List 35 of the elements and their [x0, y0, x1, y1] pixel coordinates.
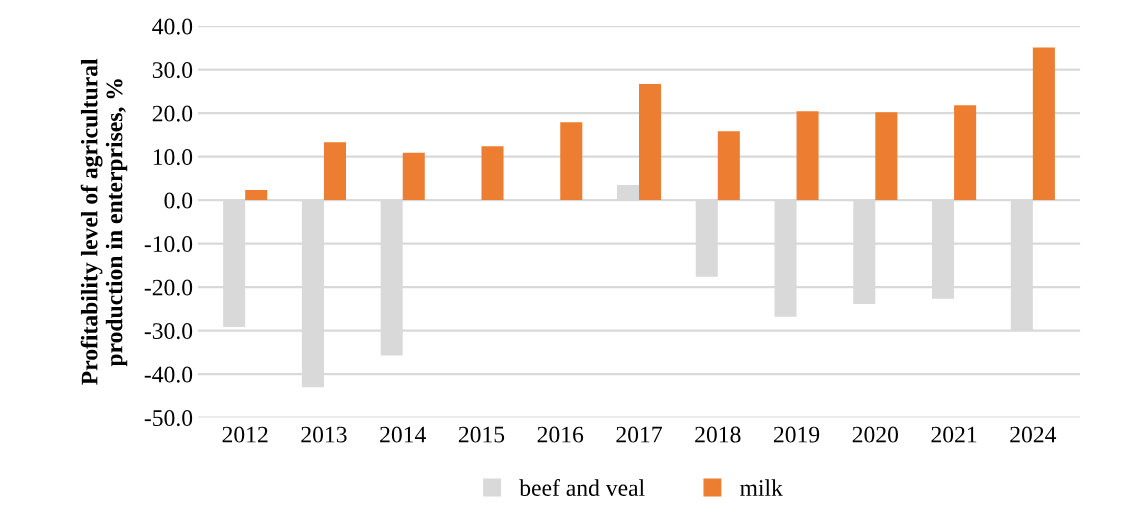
y-tick-label: -40.0 [144, 366, 193, 383]
x-tick-label: 2020 [852, 426, 899, 443]
x-tick-label: 2015 [458, 426, 505, 443]
y-tick-label: 30.0 [152, 62, 193, 79]
bar [1032, 47, 1055, 201]
bar [481, 146, 504, 201]
y-tick-label: 40.0 [152, 18, 193, 35]
x-tick-label: 2019 [773, 426, 820, 443]
x-tick-label: 2012 [222, 426, 268, 443]
y-tick-label: 10.0 [153, 149, 193, 166]
y-tick-label: -50.0 [144, 410, 193, 427]
x-tick-label: 2016 [537, 426, 584, 443]
bar [954, 105, 977, 201]
y-tick-label: -20.0 [144, 279, 193, 296]
y-tick-label: -10.0 [144, 236, 193, 253]
legend-label: milk [740, 479, 783, 496]
y-tick-label: 20.0 [152, 105, 193, 122]
bar [560, 122, 583, 201]
x-tick-label: 2018 [695, 426, 741, 443]
x-tick-label: 2013 [301, 426, 347, 443]
bar [796, 111, 819, 201]
bar [245, 190, 268, 201]
bar [875, 112, 898, 201]
x-tick-label: 2021 [931, 426, 977, 443]
y-tick-label: 0.0 [164, 192, 193, 209]
legend-label: beef and veal [519, 479, 645, 496]
x-tick-label: 2024 [1010, 426, 1057, 443]
x-tick-label: 2014 [380, 426, 426, 443]
bar [323, 142, 347, 201]
bar [639, 83, 662, 201]
y-axis-title: Profitability level of agricultural production in enterprises, % [80, 58, 128, 385]
y-tick-label: -30.0 [144, 323, 193, 340]
bar [402, 152, 425, 201]
bar [717, 131, 740, 201]
x-tick-label: 2017 [616, 426, 662, 443]
